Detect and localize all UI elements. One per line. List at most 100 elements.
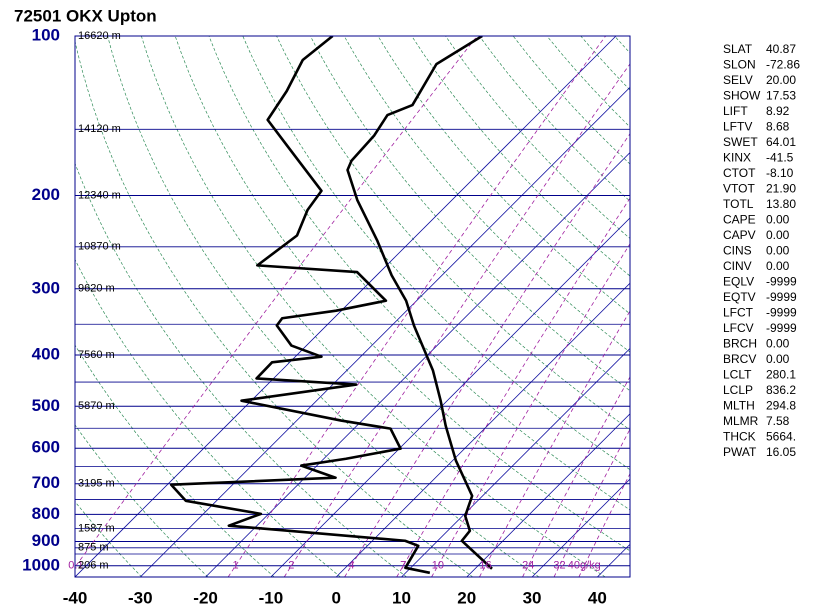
- height-label: 9620 m: [78, 283, 115, 295]
- stat-value: 0.00: [766, 228, 790, 242]
- isotherm: [466, 413, 630, 577]
- stat-value: 280.1: [766, 368, 796, 382]
- stat-value: 8.92: [766, 104, 790, 118]
- dry-adiabat: [75, 162, 407, 577]
- stat-value: 0.00: [766, 337, 790, 351]
- stat-value: -9999: [766, 321, 797, 335]
- mixing-ratio-line: [553, 428, 630, 577]
- mixing-ratio-label: 24: [522, 560, 534, 572]
- mixing-ratio-line: [75, 36, 478, 568]
- height-label: 14120 m: [78, 123, 121, 135]
- dry-adiabat: [343, 36, 630, 353]
- stat-value: 5664.: [766, 430, 796, 444]
- height-label: 10870 m: [78, 241, 121, 253]
- stat-key: CINS: [723, 244, 752, 258]
- stat-value: -9999: [766, 275, 797, 289]
- mixing-ratio-label: 4: [348, 560, 354, 572]
- dry-adiabat: [377, 36, 630, 315]
- temperature-line: [346, 36, 493, 570]
- stat-value: 64.01: [766, 135, 796, 149]
- stat-key: MLTH: [723, 399, 755, 413]
- stat-key: CINV: [723, 259, 752, 273]
- stat-value: 13.80: [766, 197, 796, 211]
- dry-adiabat: [276, 36, 630, 431]
- y-tick-label: 700: [32, 473, 60, 492]
- dry-adiabat: [242, 36, 630, 471]
- stat-key: LFTV: [723, 120, 752, 134]
- stat-value: 40.87: [766, 42, 796, 56]
- stat-value: -9999: [766, 306, 797, 320]
- y-tick-label: 800: [32, 504, 60, 523]
- mixing-ratio-line: [396, 197, 630, 577]
- stat-value: -72.86: [766, 58, 800, 72]
- isotherm: [205, 152, 630, 577]
- isotherm: [531, 478, 630, 577]
- isotherm: [401, 347, 630, 577]
- plot-area: [75, 36, 630, 577]
- stat-value: -41.5: [766, 151, 794, 165]
- height-label: 12340 m: [78, 189, 121, 201]
- mixing-ratio-line: [344, 133, 630, 577]
- stat-key: SLAT: [723, 42, 753, 56]
- isotherm: [335, 282, 630, 577]
- stat-key: SELV: [723, 73, 753, 87]
- stat-value: 0.00: [766, 244, 790, 258]
- stat-key: KINX: [723, 151, 751, 165]
- y-tick-label: 900: [32, 531, 60, 550]
- stat-key: SLON: [723, 58, 756, 72]
- stat-key: SHOW: [723, 89, 761, 103]
- height-label: 3195 m: [78, 478, 115, 490]
- height-label: 16620 m: [78, 30, 121, 42]
- stat-value: 8.68: [766, 120, 790, 134]
- mixing-ratio-line: [578, 472, 630, 577]
- stat-value: 294.8: [766, 399, 796, 413]
- dry-adiabat: [107, 36, 540, 577]
- stat-key: LFCV: [723, 321, 754, 335]
- stat-key: VTOT: [723, 182, 755, 196]
- mixing-ratio-label: 2: [288, 560, 294, 572]
- height-label: 7560 m: [78, 349, 115, 361]
- stat-key: LIFT: [723, 104, 748, 118]
- x-tick-label: 40: [588, 588, 607, 607]
- mixing-ratio-label: 1: [232, 560, 238, 572]
- isotherm: [140, 86, 630, 577]
- stat-key: LCLT: [723, 368, 752, 382]
- mixing-ratio-label: 7: [400, 560, 406, 572]
- stat-value: 0.00: [766, 259, 790, 273]
- stat-key: MLMR: [723, 414, 759, 428]
- stat-key: TOTL: [723, 197, 754, 211]
- stat-key: CAPE: [723, 213, 756, 227]
- mixing-ratio-label: 40g/kg: [568, 560, 601, 572]
- stat-value: -8.10: [766, 166, 794, 180]
- x-tick-label: 10: [392, 588, 411, 607]
- dry-adiabat: [208, 36, 630, 511]
- stat-value: 7.58: [766, 414, 790, 428]
- height-label: 206 m: [78, 560, 109, 572]
- dewpoint-line: [169, 36, 431, 575]
- isotherm: [270, 217, 630, 577]
- dry-adiabat: [141, 36, 606, 577]
- stat-key: LCLP: [723, 383, 753, 397]
- mixing-ratio-label: 10: [432, 560, 444, 572]
- y-tick-label: 500: [32, 396, 60, 415]
- stat-key: CTOT: [723, 166, 756, 180]
- stat-value: -9999: [766, 290, 797, 304]
- x-tick-label: -10: [259, 588, 284, 607]
- stat-value: 836.2: [766, 383, 796, 397]
- x-tick-label: -40: [63, 588, 88, 607]
- stat-value: 0.00: [766, 352, 790, 366]
- stat-key: BRCH: [723, 337, 757, 351]
- stat-value: 17.53: [766, 89, 796, 103]
- stat-key: BRCV: [723, 352, 756, 366]
- stat-key: CAPV: [723, 228, 756, 242]
- dry-adiabat: [310, 36, 630, 392]
- stat-value: 16.05: [766, 445, 796, 459]
- dry-adiabat: [445, 36, 630, 239]
- stat-key: EQLV: [723, 275, 754, 289]
- x-tick-label: 30: [523, 588, 542, 607]
- stat-key: SWET: [723, 135, 758, 149]
- stat-key: PWAT: [723, 445, 757, 459]
- stat-key: THCK: [723, 430, 756, 444]
- dry-adiabat: [479, 36, 630, 202]
- y-tick-label: 400: [32, 344, 60, 363]
